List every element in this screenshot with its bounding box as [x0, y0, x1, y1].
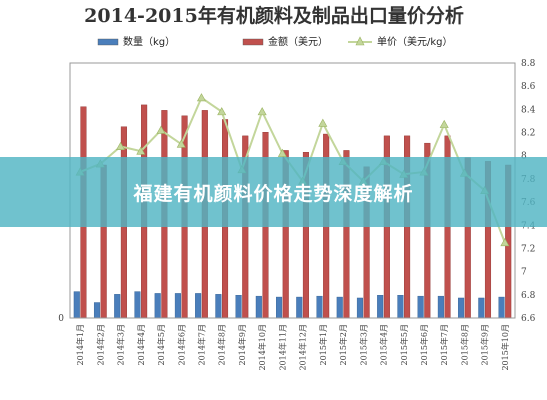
- price-point: [318, 118, 328, 127]
- price-point: [439, 119, 449, 128]
- x-tick-label: 2014年2月: [95, 324, 105, 365]
- y-right-tick-label: 8.8: [521, 59, 536, 69]
- bar-quantity: [397, 295, 404, 319]
- price-point: [257, 107, 267, 116]
- legend-swatch: [97, 38, 119, 46]
- bar-quantity: [134, 291, 141, 319]
- bar-quantity: [154, 293, 161, 319]
- y-right-tick-label: 8.6: [521, 82, 536, 92]
- price-point: [116, 141, 126, 150]
- x-tick-label: 2014年8月: [217, 324, 227, 365]
- y-right-tick-label: 7.2: [521, 244, 535, 254]
- x-tick-label: 2014年4月: [136, 324, 146, 365]
- legend: 数量（kg） 金额（美元） 单价（美元/kg）: [97, 35, 453, 48]
- bar-quantity: [93, 302, 101, 319]
- legend-label: 单价（美元/kg）: [377, 35, 453, 48]
- price-point: [217, 107, 227, 116]
- y-right-tick-label: 8.2: [521, 129, 535, 139]
- y-right-tick-label: 8.4: [521, 105, 536, 115]
- x-tick-label: 2014年11月: [277, 324, 287, 371]
- price-point: [196, 93, 206, 102]
- overlay-banner: 福建有机颜料价格走势深度解析: [0, 157, 547, 227]
- y-left-tick-label: 0: [58, 314, 64, 324]
- x-tick-label: 2014年3月: [116, 324, 126, 365]
- x-tick-label: 2015年1月: [318, 324, 328, 365]
- bar-quantity: [458, 297, 465, 319]
- legend-label: 数量（kg）: [123, 35, 175, 48]
- x-tick-label: 2014年12月: [298, 324, 308, 371]
- price-point: [176, 139, 186, 148]
- x-tick-label: 2015年10月: [500, 324, 510, 371]
- x-tick-label: 2014年5月: [156, 324, 166, 365]
- price-point: [136, 146, 146, 155]
- bar-quantity: [235, 295, 242, 319]
- bar-quantity: [336, 296, 343, 319]
- bar-quantity: [255, 295, 262, 319]
- legend-swatch: [242, 38, 264, 46]
- bar-quantity: [276, 296, 283, 319]
- y-right-tick-label: 8: [521, 152, 527, 162]
- bar-quantity: [417, 295, 424, 319]
- bar-quantity: [195, 293, 202, 319]
- x-tick-label: 2015年6月: [419, 324, 429, 365]
- legend-marker: [355, 36, 365, 46]
- bar-quantity: [114, 294, 121, 319]
- bar-quantity: [215, 294, 222, 319]
- price-point: [277, 148, 287, 157]
- bar-quantity: [174, 293, 181, 319]
- x-tick-label: 2015年4月: [379, 324, 389, 365]
- bar-quantity: [296, 296, 303, 319]
- x-tick-label: 2015年5月: [399, 324, 409, 365]
- bar-quantity: [316, 295, 323, 319]
- y-right-tick-label: 7: [521, 268, 527, 278]
- bar-quantity: [437, 295, 444, 319]
- x-tick-label: 2015年7月: [439, 324, 449, 365]
- x-tick-label: 2014年10月: [257, 324, 267, 371]
- bar-quantity: [356, 297, 363, 319]
- bar-quantity: [73, 291, 80, 319]
- chart-title: 2014-2015年有机颜料及制品出口量价分析: [84, 4, 464, 27]
- x-tick-label: 2015年9月: [480, 324, 490, 365]
- x-tick-label: 2014年1月: [75, 324, 85, 365]
- y-right-tick-label: 6.8: [521, 291, 536, 301]
- x-tick-label: 2014年7月: [196, 324, 206, 365]
- y-right-tick-label: 6.6: [521, 314, 536, 324]
- price-point: [156, 125, 166, 134]
- price-point: [500, 238, 510, 247]
- x-tick-label: 2015年8月: [459, 324, 469, 365]
- x-tick-label: 2014年6月: [176, 324, 186, 365]
- overlay-text: 福建有机颜料价格走势深度解析: [133, 182, 414, 205]
- x-tick-label: 2015年3月: [358, 324, 368, 365]
- x-tick-label: 2014年9月: [237, 324, 247, 365]
- bar-quantity: [377, 295, 384, 319]
- legend-label: 金额（美元）: [268, 35, 328, 48]
- x-tick-label: 2015年2月: [338, 324, 348, 365]
- bar-quantity: [498, 296, 505, 319]
- bar-quantity: [478, 297, 485, 319]
